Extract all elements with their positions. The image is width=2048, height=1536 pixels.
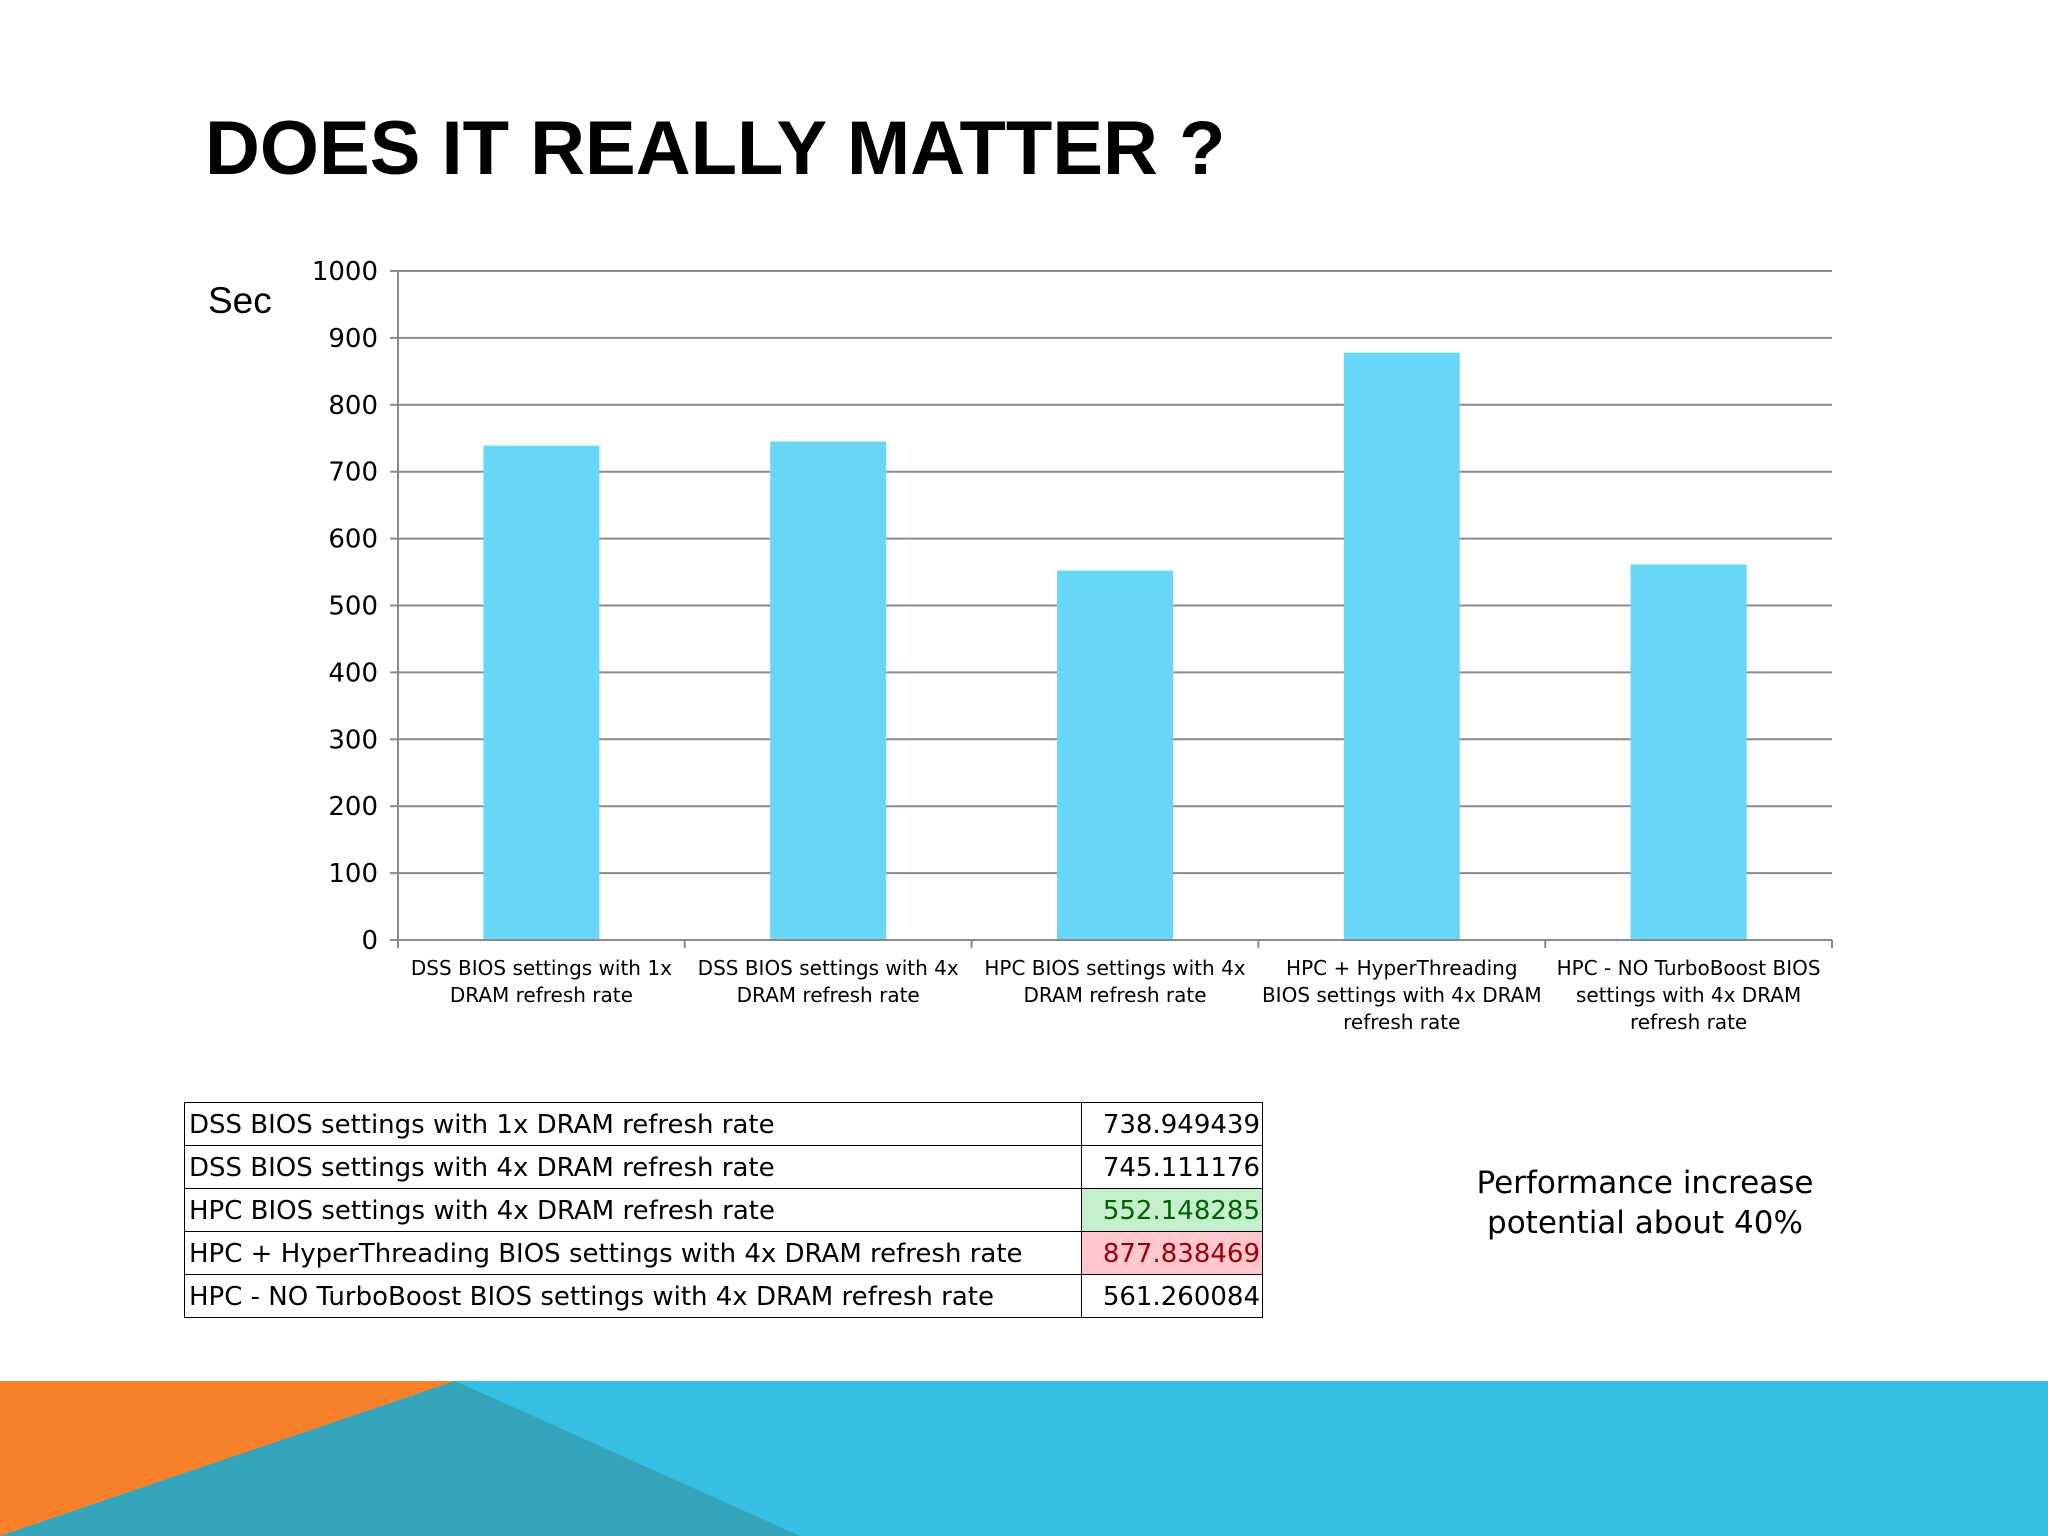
x-category-label: HPC + HyperThreading BIOS settings with … — [1261, 956, 1542, 1034]
y-axis-label: Sec — [208, 280, 272, 321]
row-label: HPC - NO TurboBoost BIOS settings with 4… — [184, 1274, 1082, 1318]
results-table: DSS BIOS settings with 1x DRAM refresh r… — [184, 1102, 1263, 1318]
y-tick-label: 500 — [328, 592, 378, 622]
table-row: HPC - NO TurboBoost BIOS settings with 4… — [184, 1274, 1263, 1318]
row-value: 561.260084 — [1081, 1274, 1263, 1318]
performance-note: Performance increase potential about 40% — [1476, 1165, 1814, 1241]
y-tick-label: 800 — [328, 391, 378, 421]
bar — [1630, 564, 1747, 940]
y-tick-label: 900 — [328, 324, 378, 354]
row-value: 738.949439 — [1081, 1102, 1263, 1146]
y-tick-label: 0 — [361, 926, 378, 956]
row-value: 745.111176 — [1081, 1145, 1263, 1189]
footer-teal-shape — [0, 1381, 800, 1536]
x-category-label: HPC BIOS settings with 4x DRAM refresh r… — [984, 956, 1246, 1007]
footer-decoration — [0, 1381, 2048, 1536]
bar — [483, 445, 600, 940]
row-label: DSS BIOS settings with 1x DRAM refresh r… — [184, 1102, 1082, 1146]
row-label: DSS BIOS settings with 4x DRAM refresh r… — [184, 1145, 1082, 1189]
x-category-label: HPC - NO TurboBoost BIOS settings with 4… — [1556, 956, 1821, 1034]
table-row: DSS BIOS settings with 1x DRAM refresh r… — [184, 1102, 1263, 1146]
slide-title: DOES IT REALLY MATTER ? — [205, 106, 1226, 191]
bar — [1057, 570, 1173, 940]
x-category-label: DSS BIOS settings with 4x DRAM refresh r… — [697, 956, 959, 1007]
row-value-worst: 877.838469 — [1081, 1231, 1263, 1275]
bar — [1343, 352, 1460, 940]
table-row: DSS BIOS settings with 4x DRAM refresh r… — [184, 1145, 1263, 1189]
x-category-label: DSS BIOS settings with 1x DRAM refresh r… — [410, 956, 672, 1007]
table-row: HPC + HyperThreading BIOS settings with … — [184, 1231, 1263, 1275]
table-row: HPC BIOS settings with 4x DRAM refresh r… — [184, 1188, 1263, 1232]
bar-chart: 0 100 200 300 400 500 600 700 800 900 1000 — [312, 257, 1833, 956]
y-tick-label: 1000 — [312, 257, 378, 287]
y-tick-label: 600 — [328, 525, 378, 555]
y-tick-label: 100 — [328, 859, 378, 889]
row-value-best: 552.148285 — [1081, 1188, 1263, 1232]
bar — [770, 441, 887, 940]
row-label: HPC + HyperThreading BIOS settings with … — [184, 1231, 1082, 1275]
y-tick-label: 200 — [328, 792, 378, 822]
y-tick-label: 700 — [328, 458, 378, 488]
y-tick-label: 400 — [328, 658, 378, 688]
row-label: HPC BIOS settings with 4x DRAM refresh r… — [184, 1188, 1082, 1232]
y-tick-label: 300 — [328, 725, 378, 755]
